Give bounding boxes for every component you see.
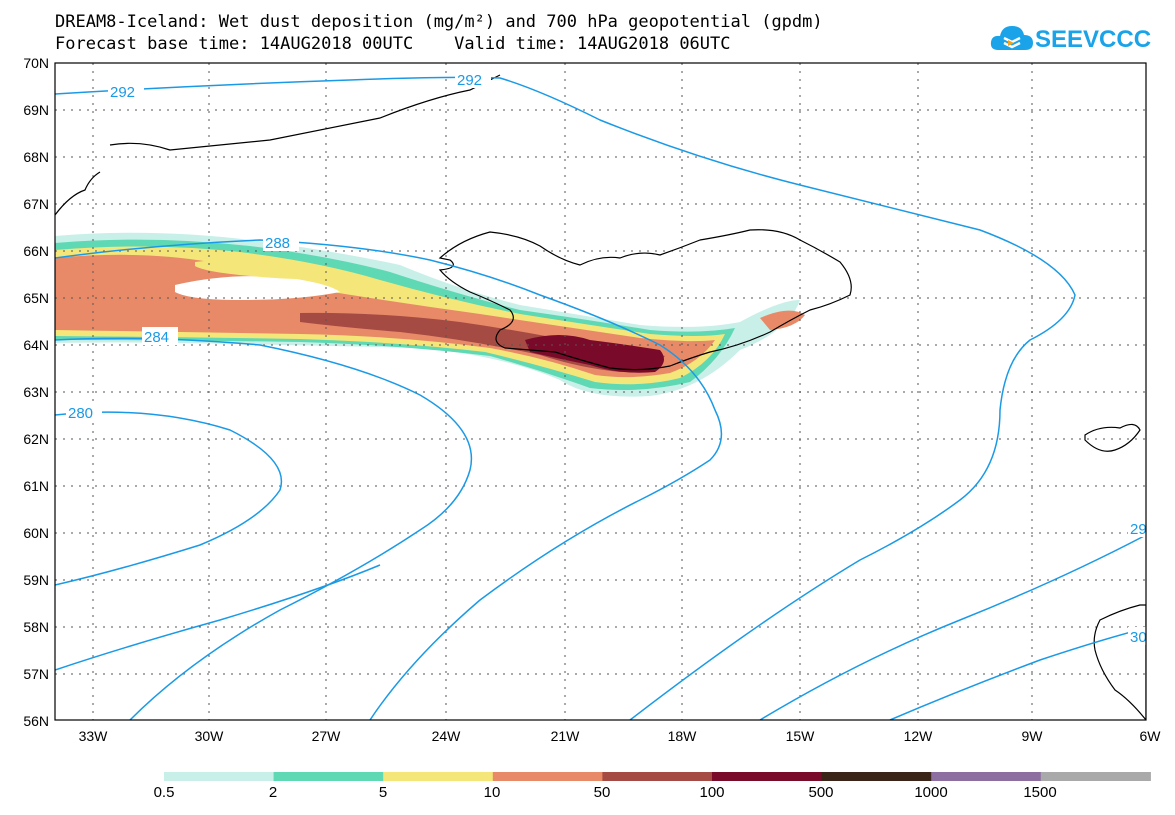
graticule (55, 63, 1146, 720)
contour-label-280: 280 (68, 405, 93, 422)
contour-labels: 292 292 288 284 280 29 30 (66, 70, 1147, 646)
colorbar-swatch (1040, 772, 1151, 781)
dust-plume (55, 232, 805, 397)
lat-label: 67N (23, 196, 49, 212)
lat-label: 69N (23, 102, 49, 118)
lon-label: 12W (904, 728, 934, 744)
lon-label: 15W (786, 728, 816, 744)
lat-label: 58N (23, 619, 49, 635)
lat-axis: 70N 69N 68N 67N 66N 65N 64N 63N 62N 61N … (23, 55, 49, 729)
contour-label-288: 288 (265, 235, 290, 252)
lat-label: 66N (23, 243, 49, 259)
lon-label: 33W (79, 728, 109, 744)
lat-label: 64N (23, 337, 49, 353)
lon-label: 24W (432, 728, 462, 744)
contour-label-30: 30 (1130, 629, 1147, 646)
lon-label: 27W (312, 728, 342, 744)
colorbar-swatch (931, 772, 1042, 781)
colorbar-label: 0.5 (153, 784, 175, 801)
lon-label: 6W (1140, 728, 1162, 744)
colorbar-label: 1500 (1023, 784, 1057, 801)
colorbar-swatch (821, 772, 932, 781)
plot-frame (54, 62, 1147, 721)
colorbar-swatch (712, 772, 823, 781)
colorbar-swatch (602, 772, 713, 781)
lat-label: 56N (23, 713, 49, 729)
lat-label: 68N (23, 149, 49, 165)
colorbar-swatch (492, 772, 603, 781)
lon-label: 30W (195, 728, 225, 744)
cloud-icon (990, 26, 1033, 50)
lat-label: 70N (23, 55, 49, 71)
lon-label: 9W (1022, 728, 1044, 744)
colorbar-label: 50 (593, 784, 611, 801)
lon-axis: 33W 30W 27W 24W 21W 18W 15W 12W 9W 6W (79, 728, 1162, 744)
colorbar (164, 772, 1151, 781)
colorbar-label: 5 (378, 784, 388, 801)
logo-text: SEEVCCC (1035, 26, 1152, 53)
colorbar-label: 1000 (914, 784, 948, 801)
colorbar-label: 2 (268, 784, 278, 801)
lat-label: 60N (23, 525, 49, 541)
lat-label: 65N (23, 290, 49, 306)
seevccc-logo: SEEVCCC (990, 20, 1170, 60)
map-title: DREAM8-Iceland: Wet dust deposition (mg/… (55, 12, 823, 32)
colorbar-label: 500 (808, 784, 834, 801)
lat-label: 63N (23, 384, 49, 400)
lat-label: 59N (23, 572, 49, 588)
map-subtitle: Forecast base time: 14AUG2018 00UTC Vali… (55, 34, 731, 54)
colorbar-swatch (273, 772, 384, 781)
contour-label-292-top: 292 (457, 72, 482, 89)
lat-label: 61N (23, 478, 49, 494)
lon-label: 18W (668, 728, 698, 744)
colorbar-label: 100 (699, 784, 725, 801)
contour-label-292-left: 292 (110, 84, 135, 101)
coastlines (55, 74, 1146, 720)
contour-label-29: 29 (1130, 521, 1147, 538)
colorbar-swatch (383, 772, 494, 781)
lon-label: 21W (551, 728, 581, 744)
lat-label: 62N (23, 431, 49, 447)
lat-label: 57N (23, 666, 49, 682)
contour-label-284: 284 (144, 329, 169, 346)
colorbar-label: 10 (483, 784, 501, 801)
colorbar-swatch (164, 772, 275, 781)
